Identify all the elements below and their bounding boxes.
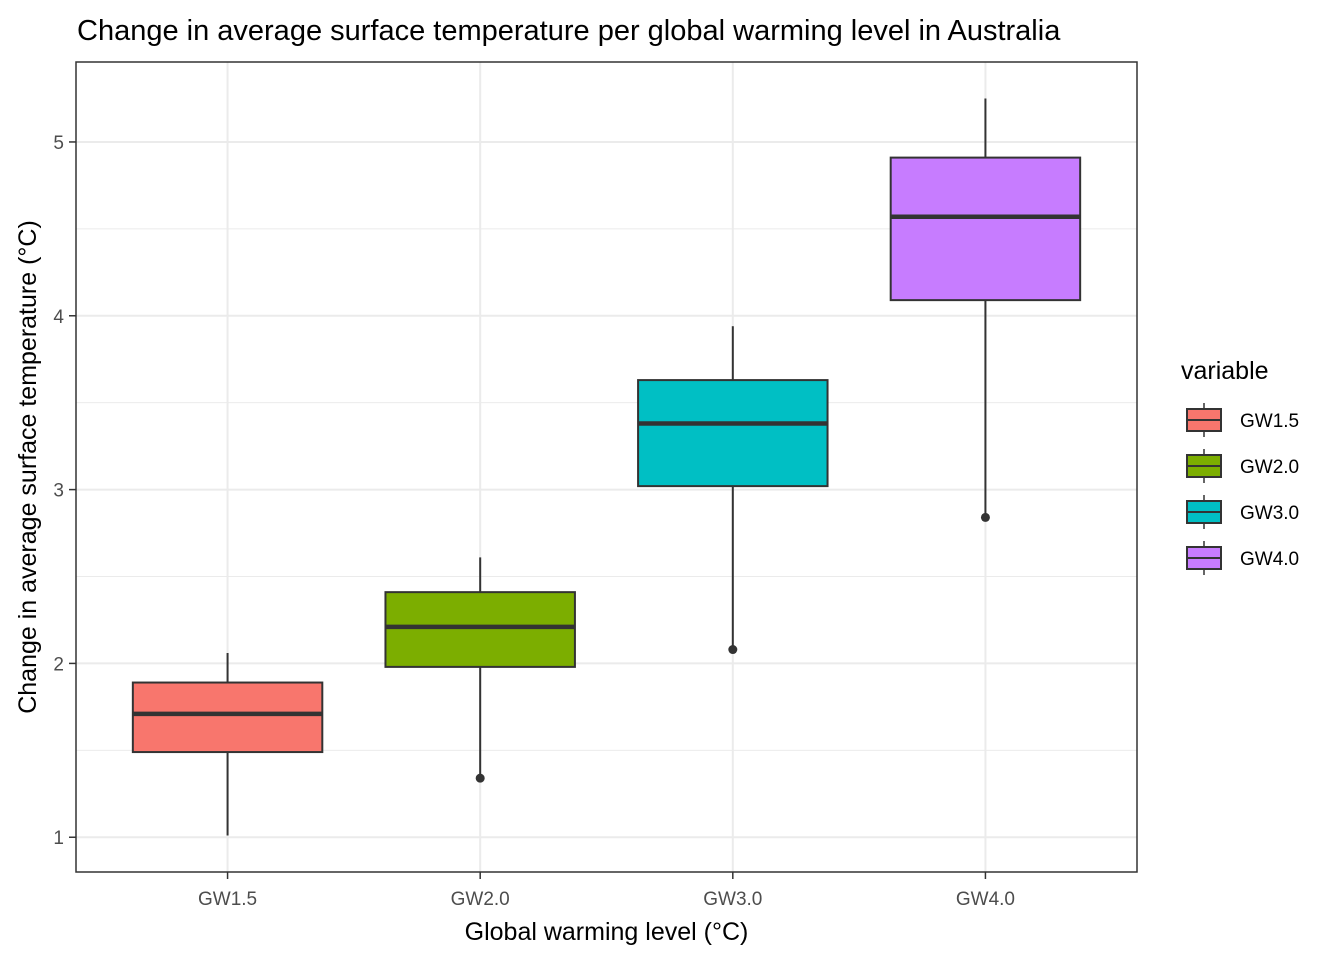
y-tick-label: 3 xyxy=(53,481,64,502)
y-tick-label: 5 xyxy=(53,133,64,154)
y-axis-title: Change in average surface temperature (°… xyxy=(14,220,42,714)
legend-label: GW1.5 xyxy=(1240,411,1299,432)
box-gw2-0 xyxy=(384,557,576,783)
legend-item-gw2-0: GW2.0 xyxy=(1186,449,1299,483)
outlier-point xyxy=(980,512,990,522)
legend-item-gw4-0: GW4.0 xyxy=(1186,541,1299,575)
boxes xyxy=(131,98,1082,836)
legend-label: GW4.0 xyxy=(1240,549,1299,570)
y-tick-label: 1 xyxy=(53,828,64,849)
box-gw4-0 xyxy=(889,98,1082,522)
x-tick-label: GW3.0 xyxy=(703,889,762,910)
x-tick-label: GW1.5 xyxy=(198,889,257,910)
box-body xyxy=(889,156,1082,302)
legend-label: GW3.0 xyxy=(1240,503,1299,524)
box-gw1-5 xyxy=(131,652,324,836)
x-axis-title: Global warming level (°C) xyxy=(465,918,749,946)
legend: variable GW1.5 GW2.0 GW3.0 GW4.0 xyxy=(1181,357,1299,575)
y-tick-label: 4 xyxy=(53,307,64,328)
box-body xyxy=(384,591,576,668)
outlier-point xyxy=(728,645,738,655)
y-tick-label: 2 xyxy=(53,654,64,675)
panel-border xyxy=(75,61,1138,873)
legend-item-gw3-0: GW3.0 xyxy=(1186,495,1299,529)
x-axis: GW1.5 GW2.0 GW3.0 GW4.0 xyxy=(198,872,1015,910)
x-tick-label: GW2.0 xyxy=(451,889,510,910)
outlier-point xyxy=(475,773,485,783)
legend-item-gw1-5: GW1.5 xyxy=(1186,403,1299,437)
box-body xyxy=(637,379,829,488)
box-body xyxy=(131,681,324,754)
box-gw3-0 xyxy=(637,326,829,655)
y-axis: 1 2 3 4 5 xyxy=(53,133,76,849)
x-tick-label: GW4.0 xyxy=(956,889,1015,910)
legend-label: GW2.0 xyxy=(1240,457,1299,478)
chart-title: Change in average surface temperature pe… xyxy=(77,15,1061,47)
legend-title: variable xyxy=(1181,357,1269,385)
